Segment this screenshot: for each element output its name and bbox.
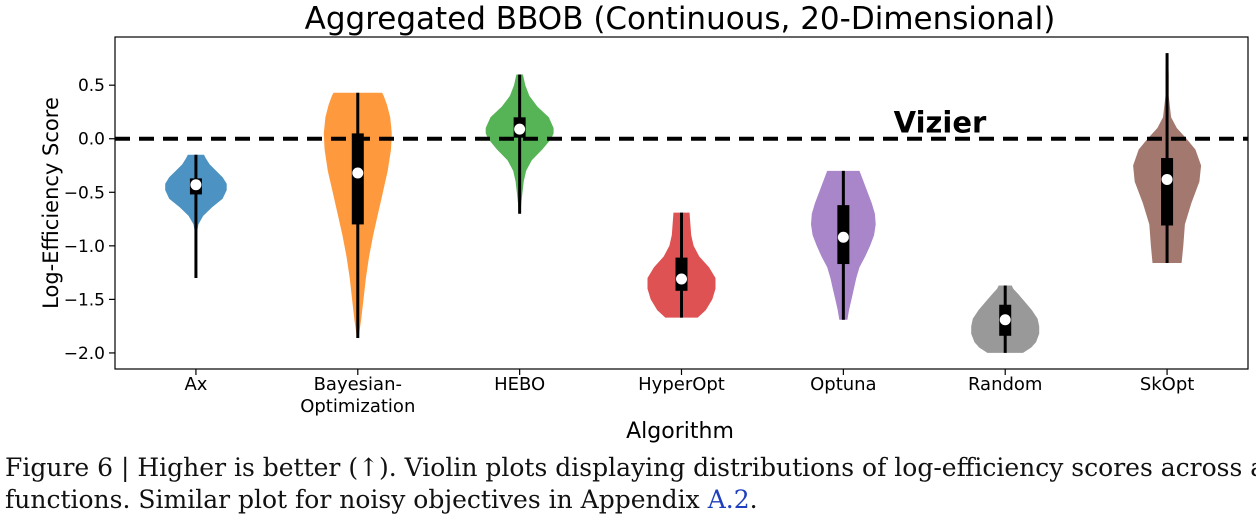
x-tick-label: SkOpt xyxy=(1140,374,1195,395)
chart-title: Aggregated BBOB (Continuous, 20-Dimensio… xyxy=(305,1,1056,37)
median-marker xyxy=(514,123,526,135)
x-tick-label: HEBO xyxy=(494,374,545,395)
x-tick-label: HyperOpt xyxy=(638,374,725,395)
iqr-box xyxy=(351,133,364,225)
y-tick-label: −1.0 xyxy=(64,237,105,257)
iqr-box xyxy=(1161,158,1174,226)
x-axis-label: Algorithm xyxy=(626,419,734,444)
violin-chart: Aggregated BBOB (Continuous, 20-Dimensio… xyxy=(39,1,1249,444)
y-axis: 0.5 0.0 −0.5 −1.0 −1.5 −2.0 xyxy=(64,76,115,364)
median-marker xyxy=(999,314,1011,326)
caption-line-2-text: functions. Similar plot for noisy object… xyxy=(5,485,708,514)
violin-optuna xyxy=(811,170,876,320)
x-tick-label: Random xyxy=(968,374,1043,395)
reference-line-label: Vizier xyxy=(894,106,987,140)
violin-hyperopt xyxy=(647,212,716,318)
violin-bayesian-optimization xyxy=(323,92,392,338)
y-tick-label: −1.5 xyxy=(64,290,105,310)
plot-frame xyxy=(114,36,1249,370)
y-tick-label: −0.5 xyxy=(64,183,105,203)
y-tick-label: 0.0 xyxy=(78,130,105,150)
violin-random xyxy=(971,285,1040,353)
median-marker xyxy=(1161,173,1173,185)
y-tick-label: 0.5 xyxy=(78,76,105,96)
violin-ax xyxy=(165,154,227,278)
x-tick-label: Optimization xyxy=(300,396,415,417)
caption-figure-label: Figure 6 | xyxy=(5,453,138,482)
reference-line: Vizier xyxy=(115,106,1248,141)
y-axis-label: Log-Efficiency Score xyxy=(39,97,63,309)
x-tick-label: Ax xyxy=(184,374,207,395)
caption-line-1: Figure 6 | Higher is better (↑). Violin … xyxy=(5,452,1256,484)
appendix-link[interactable]: A.2 xyxy=(707,485,750,514)
figure-caption: Figure 6 | Higher is better (↑). Violin … xyxy=(5,452,1256,516)
violins xyxy=(165,53,1202,353)
median-marker xyxy=(676,273,687,285)
x-axis: Ax Bayesian-Optimization HEBO HyperOpt Optun… xyxy=(184,369,1194,417)
caption-line-1-text: Higher is better (↑). Violin plots displ… xyxy=(137,453,1256,482)
x-tick-label: Optuna xyxy=(810,374,877,395)
median-marker xyxy=(352,167,364,179)
violin-skopt xyxy=(1133,53,1202,263)
caption-line-2: functions. Similar plot for noisy object… xyxy=(5,484,1256,516)
median-marker xyxy=(837,231,849,243)
y-tick-label: −2.0 xyxy=(64,344,105,364)
violin-hebo xyxy=(485,74,554,214)
x-tick-label: Bayesian- xyxy=(314,374,402,395)
caption-line-2-end: . xyxy=(749,485,758,514)
median-marker xyxy=(190,179,202,191)
